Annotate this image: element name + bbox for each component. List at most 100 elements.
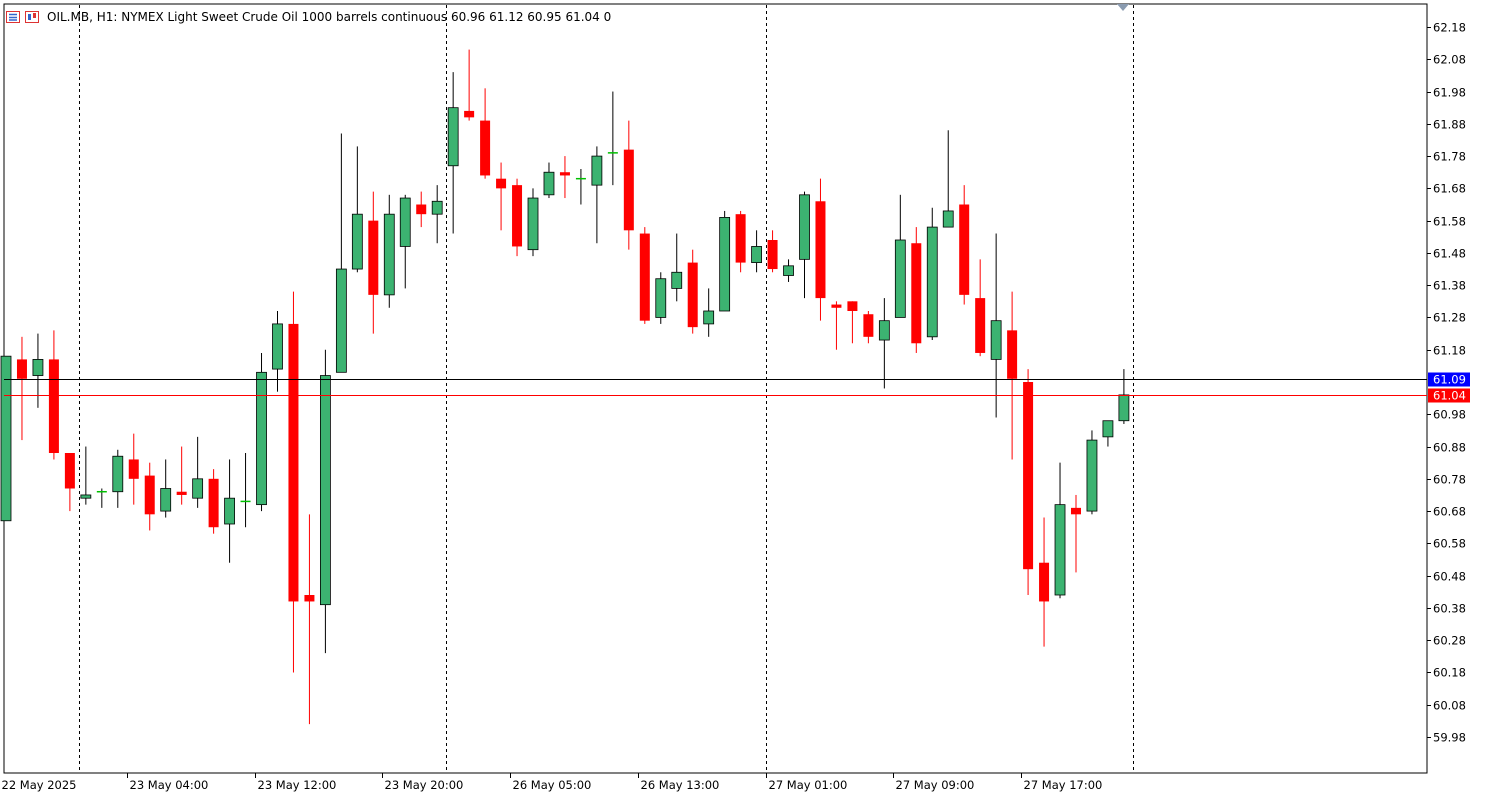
- candle-body: [687, 262, 698, 328]
- candle-62: [990, 233, 1002, 418]
- y-tick-label: 60.28: [1433, 634, 1466, 648]
- candle-68: [1086, 430, 1098, 515]
- candle-body: [591, 155, 603, 186]
- candle-body: [368, 220, 379, 295]
- candle-body: [990, 320, 1002, 360]
- shift-marker-icon[interactable]: [1117, 4, 1129, 11]
- candle-body: [176, 491, 187, 495]
- candle-36: [575, 169, 586, 205]
- candle-body: [831, 304, 842, 308]
- candle-body: [160, 488, 172, 512]
- candle-54: [863, 311, 874, 344]
- y-tick-label: 60.58: [1433, 537, 1466, 551]
- y-tick-label: 60.08: [1433, 699, 1466, 713]
- y-tick-label: 61.18: [1433, 344, 1466, 358]
- candle-48: [767, 230, 778, 273]
- candle-body: [863, 314, 874, 337]
- day-separators: [79, 5, 1134, 772]
- y-tick-label: 60.68: [1433, 505, 1466, 519]
- candle-3: [48, 330, 59, 460]
- candle-24: [383, 194, 395, 308]
- candle-body: [767, 240, 778, 270]
- candle-body: [256, 371, 267, 506]
- y-tick-label: 61.28: [1433, 311, 1466, 325]
- x-tick-label: 26 May 13:00: [641, 778, 720, 792]
- candle-53: [847, 301, 858, 344]
- symbol-info: OIL.MB, H1: NYMEX Light Sweet Crude Oil …: [47, 10, 612, 24]
- candle-body: [399, 197, 411, 247]
- y-tick-label: 61.78: [1433, 150, 1466, 164]
- candle-6: [96, 488, 107, 508]
- y-tick-label: 60.88: [1433, 441, 1466, 455]
- candle-43: [687, 249, 698, 334]
- y-tick-label: 61.48: [1433, 247, 1466, 261]
- candle-body: [559, 172, 570, 176]
- y-tick-label: 61.58: [1433, 215, 1466, 229]
- candle-body: [703, 310, 715, 325]
- candle-63: [1007, 291, 1018, 460]
- y-tick-label: 61.88: [1433, 118, 1466, 132]
- candle-body: [911, 243, 922, 344]
- candle-23: [368, 191, 379, 334]
- ask-price-label: 61.04: [1433, 389, 1466, 403]
- candle-body: [1054, 504, 1066, 596]
- candle-body: [959, 204, 970, 295]
- candle-42: [671, 233, 683, 302]
- candle-56: [894, 194, 906, 318]
- x-tick-label: 23 May 20:00: [385, 778, 464, 792]
- y-tick-label: 62.18: [1433, 21, 1466, 35]
- candle-body: [1070, 507, 1081, 515]
- candle-64: [1023, 369, 1034, 595]
- candle-29: [464, 49, 475, 121]
- candle-body: [799, 194, 810, 260]
- candle-11: [176, 446, 187, 505]
- candle-66: [1054, 462, 1066, 599]
- candle-body: [623, 149, 634, 231]
- candle-7: [112, 449, 124, 508]
- candle-body: [16, 359, 27, 379]
- candle-41: [655, 272, 667, 324]
- candle-28: [447, 72, 459, 234]
- candle-34: [543, 162, 555, 199]
- candle-17: [272, 311, 283, 392]
- candle-26: [416, 191, 427, 228]
- candle-body: [942, 210, 954, 228]
- candle-body: [48, 359, 59, 453]
- candles-icon[interactable]: [25, 11, 39, 23]
- x-tick-label: 23 May 12:00: [258, 778, 337, 792]
- x-tick-label: 27 May 09:00: [896, 778, 975, 792]
- plot-area[interactable]: [3, 3, 1428, 774]
- y-tick-label: 59.98: [1433, 731, 1466, 745]
- candle-body: [288, 323, 299, 602]
- candle-16: [256, 352, 267, 512]
- candle-body: [975, 298, 986, 353]
- candle-37: [591, 146, 603, 244]
- candle-5: [80, 446, 92, 505]
- candle-44: [703, 288, 715, 337]
- bid-price-badge: [1428, 372, 1470, 387]
- candle-58: [926, 207, 938, 341]
- x-tick-label: 27 May 17:00: [1024, 778, 1103, 792]
- candle-body: [1086, 439, 1098, 512]
- candle-38: [607, 91, 618, 186]
- candle-46: [735, 210, 746, 273]
- y-tick-label: 60.38: [1433, 602, 1466, 616]
- candle-body: [144, 475, 155, 515]
- y-tick-label: 60.18: [1433, 666, 1466, 680]
- ask-price-badge: [1428, 388, 1470, 403]
- candles: [0, 49, 1130, 725]
- chart-header: OIL.MB, H1: NYMEX Light Sweet Crude Oil …: [6, 8, 611, 26]
- candle-body: [192, 478, 204, 499]
- current-price-lines: 61.09 61.04: [4, 372, 1470, 403]
- candle-body: [751, 246, 762, 263]
- candle-body: [80, 494, 92, 499]
- candle-body: [1007, 330, 1018, 379]
- candle-65: [1039, 517, 1050, 647]
- candle-body: [464, 110, 475, 118]
- candle-body: [735, 214, 746, 263]
- chart-list-icon[interactable]: [6, 11, 20, 23]
- candle-body: [224, 497, 235, 525]
- candle-40: [639, 227, 650, 324]
- candle-21: [335, 133, 347, 373]
